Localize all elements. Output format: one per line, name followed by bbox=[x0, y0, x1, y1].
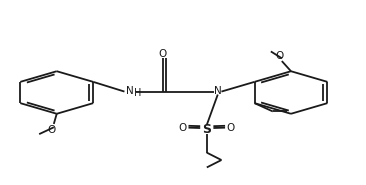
Text: O: O bbox=[276, 51, 284, 61]
Text: S: S bbox=[202, 123, 211, 136]
Text: O: O bbox=[48, 125, 56, 135]
Text: O: O bbox=[159, 49, 167, 59]
Text: N: N bbox=[214, 86, 222, 96]
Text: H: H bbox=[134, 88, 142, 98]
Text: N: N bbox=[126, 86, 134, 96]
Text: O: O bbox=[227, 123, 235, 133]
Text: O: O bbox=[179, 123, 187, 133]
